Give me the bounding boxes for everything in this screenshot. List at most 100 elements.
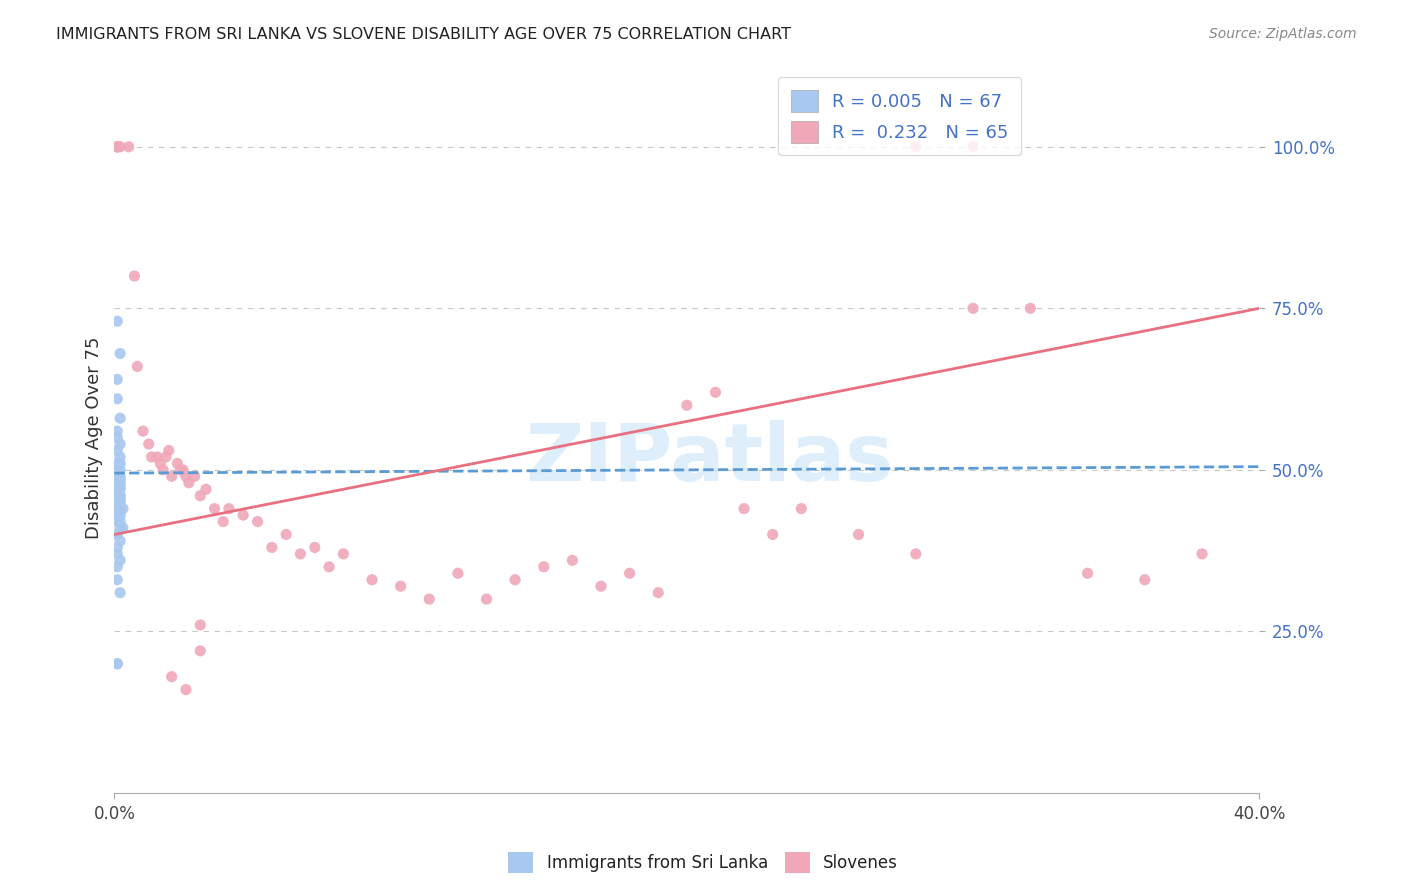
Point <box>105 496 128 510</box>
Point <box>475 592 498 607</box>
Point <box>962 140 984 154</box>
Point <box>105 477 128 491</box>
Point <box>108 501 131 516</box>
Text: Source: ZipAtlas.com: Source: ZipAtlas.com <box>1209 27 1357 41</box>
Point <box>105 372 128 386</box>
Point <box>124 268 146 283</box>
Point <box>195 482 218 496</box>
Point <box>172 463 194 477</box>
Point <box>105 475 128 490</box>
Point <box>204 501 226 516</box>
Point <box>152 463 174 477</box>
Point <box>108 533 131 548</box>
Point <box>105 140 128 154</box>
Point <box>108 463 131 477</box>
Point <box>174 469 197 483</box>
Point <box>105 475 128 490</box>
Point <box>105 466 128 480</box>
Point <box>676 398 699 412</box>
Point <box>105 140 128 154</box>
Point <box>218 501 240 516</box>
Point <box>276 527 298 541</box>
Point <box>105 501 128 516</box>
Point <box>160 670 183 684</box>
Point <box>619 566 641 581</box>
Point <box>105 495 128 509</box>
Point <box>127 359 149 374</box>
Point <box>108 473 131 487</box>
Point <box>105 508 128 522</box>
Point <box>105 482 128 496</box>
Point <box>389 579 412 593</box>
Point <box>105 547 128 561</box>
Point <box>111 521 134 535</box>
Point <box>704 385 727 400</box>
Point <box>108 482 131 496</box>
Point <box>904 547 927 561</box>
Point <box>105 489 128 503</box>
Point <box>105 485 128 500</box>
Point <box>246 515 269 529</box>
Point <box>108 411 131 425</box>
Point <box>108 521 131 535</box>
Point <box>108 508 131 522</box>
Point <box>111 501 134 516</box>
Point <box>155 450 177 464</box>
Point <box>447 566 470 581</box>
Point <box>105 469 128 483</box>
Point <box>232 508 254 522</box>
Point <box>105 431 128 445</box>
Point <box>105 482 128 496</box>
Point <box>177 475 200 490</box>
Point <box>166 457 188 471</box>
Point <box>188 618 211 632</box>
Point <box>108 489 131 503</box>
Point <box>105 140 128 154</box>
Point <box>105 469 128 483</box>
Point <box>1019 301 1042 316</box>
Point <box>108 495 131 509</box>
Point <box>105 482 128 496</box>
Point <box>105 657 128 671</box>
Point <box>105 515 128 529</box>
Point <box>118 140 141 154</box>
Point <box>108 489 131 503</box>
Point <box>260 541 283 555</box>
Point <box>762 527 785 541</box>
Point <box>108 553 131 567</box>
Point <box>105 457 128 471</box>
Point <box>105 527 128 541</box>
Point <box>188 644 211 658</box>
Point <box>105 485 128 500</box>
Point <box>108 479 131 493</box>
Point <box>108 515 131 529</box>
Point <box>108 450 131 464</box>
Point <box>105 657 128 671</box>
Point <box>188 489 211 503</box>
Point <box>647 585 669 599</box>
Point <box>108 140 131 154</box>
Point <box>105 541 128 555</box>
Point <box>105 501 128 516</box>
Point <box>105 491 128 506</box>
Point <box>183 469 205 483</box>
Point <box>503 573 526 587</box>
Text: IMMIGRANTS FROM SRI LANKA VS SLOVENE DISABILITY AGE OVER 75 CORRELATION CHART: IMMIGRANTS FROM SRI LANKA VS SLOVENE DIS… <box>56 27 792 42</box>
Point <box>141 450 163 464</box>
Point <box>290 547 312 561</box>
Point <box>132 424 155 438</box>
Point <box>848 527 870 541</box>
Point <box>533 559 555 574</box>
Point <box>962 301 984 316</box>
Point <box>105 573 128 587</box>
Point <box>157 443 180 458</box>
Point <box>108 346 131 360</box>
Text: ZIPatlas: ZIPatlas <box>526 420 894 498</box>
Point <box>105 495 128 509</box>
Point <box>105 499 128 513</box>
Point <box>160 469 183 483</box>
Point <box>332 547 354 561</box>
Point <box>108 469 131 483</box>
Point <box>105 392 128 406</box>
Point <box>212 515 235 529</box>
